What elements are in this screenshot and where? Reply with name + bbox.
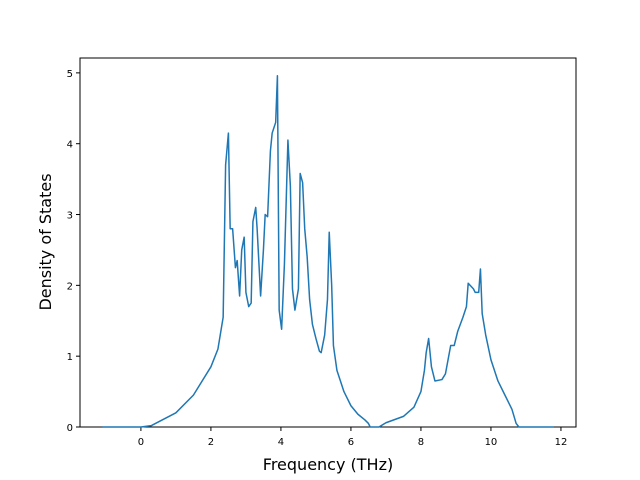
plot-frame (79, 57, 577, 428)
y-tick-label: 2 (67, 281, 73, 292)
x-tick-label: 0 (138, 437, 144, 448)
y-tick-label: 4 (67, 140, 73, 151)
x-tick-label: 6 (348, 437, 354, 448)
x-tick-label: 4 (278, 437, 284, 448)
y-tick-label: 0 (67, 423, 73, 434)
y-tick-label: 3 (67, 211, 73, 222)
x-tick-label: 12 (555, 437, 568, 448)
y-tick-label: 5 (67, 69, 73, 80)
x-tick-label: 8 (418, 437, 424, 448)
line-series (102, 74, 554, 428)
x-tick-label: 2 (208, 437, 214, 448)
y-axis-label: Density of States (36, 173, 55, 310)
x-tick-label: 10 (485, 437, 498, 448)
x-axis-label: Frequency (THz) (263, 455, 393, 474)
y-tick-label: 1 (67, 352, 73, 363)
